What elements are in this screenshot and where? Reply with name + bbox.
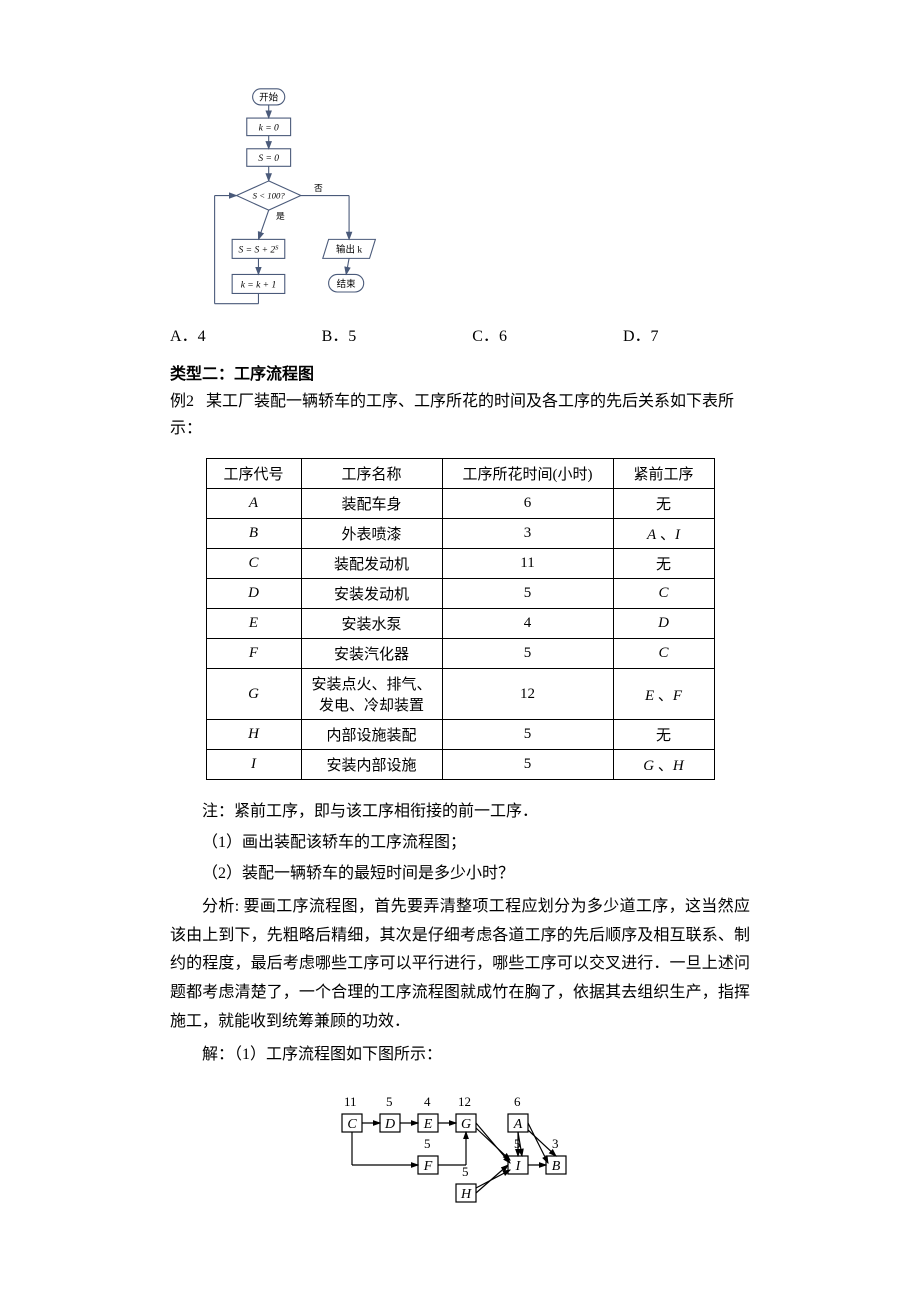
svg-text:是: 是 [276, 211, 285, 221]
table-header: 工序名称 [301, 459, 442, 489]
choice-c: C．6 [472, 322, 507, 346]
svg-text:H: H [460, 1187, 472, 1202]
svg-text:5: 5 [462, 1164, 469, 1179]
table-row: I安装内部设施5G 、H [206, 750, 714, 780]
svg-text:k = 0: k = 0 [259, 124, 279, 134]
svg-text:k = k + 1: k = k + 1 [241, 281, 277, 291]
svg-text:S = 0: S = 0 [258, 154, 279, 164]
table-row: F安装汽化器5C [206, 639, 714, 669]
table-row: A装配车身6无 [206, 489, 714, 519]
table-row: C装配发动机11无 [206, 549, 714, 579]
svg-text:D: D [384, 1117, 395, 1132]
table-header: 紧前工序 [613, 459, 714, 489]
svg-text:F: F [423, 1159, 433, 1174]
svg-text:G: G [461, 1117, 471, 1132]
question-1: （1）画出装配该轿车的工序流程图； [170, 829, 750, 858]
note-text: 注：紧前工序，即与该工序相衔接的前一工序． [170, 798, 750, 827]
svg-text:S = S + 2S: S = S + 2S [239, 244, 280, 255]
algorithm-flowchart: 开始 k = 0 S = 0 S < 100? S = S + 2S k = k + 1 输… [200, 80, 390, 314]
svg-text:6: 6 [514, 1094, 521, 1109]
svg-text:E: E [423, 1117, 433, 1132]
choice-b: B．5 [322, 322, 357, 346]
table-header: 工序代号 [206, 459, 301, 489]
svg-text:开始: 开始 [259, 92, 279, 104]
svg-text:4: 4 [424, 1094, 431, 1109]
choice-d: D．7 [623, 322, 659, 346]
svg-text:否: 否 [314, 183, 323, 193]
svg-text:5: 5 [386, 1094, 393, 1109]
solution-label: 解：（1）工序流程图如下图所示： [170, 1041, 750, 1070]
table-row: E安装水泵4D [206, 609, 714, 639]
table-header: 工序所花时间(小时) [442, 459, 613, 489]
process-flow-diagram: C11D5E4G12A6F5I5B3H5 [330, 1084, 590, 1214]
svg-text:B: B [552, 1159, 561, 1174]
svg-text:5: 5 [424, 1136, 431, 1151]
svg-text:S < 100?: S < 100? [253, 190, 286, 200]
question-2: （2）装配一辆轿车的最短时间是多少小时？ [170, 860, 750, 889]
svg-text:输出 k: 输出 k [336, 244, 362, 256]
choice-a: A．4 [170, 322, 206, 346]
svg-text:A: A [513, 1117, 523, 1132]
svg-text:结束: 结束 [337, 278, 357, 290]
analysis-text: 分析: 要画工序流程图，首先要弄清整项工程应划分为多少道工序，这当然应该由上到下… [170, 893, 750, 1037]
table-row: H内部设施装配5无 [206, 720, 714, 750]
procedure-table: 工序代号工序名称工序所花时间(小时)紧前工序 A装配车身6无B外表喷漆3A 、I… [206, 458, 715, 780]
table-row: D安装发动机5C [206, 579, 714, 609]
table-row: G安装点火、排气、发电、冷却装置12E 、F [206, 669, 714, 720]
answer-choices: A．4 B．5 C．6 D．7 [170, 322, 750, 346]
section-heading: 类型二：工序流程图 [170, 360, 750, 384]
svg-text:3: 3 [552, 1136, 559, 1151]
example-intro: 例2 某工厂装配一辆轿车的工序、工序所花的时间及各工序的先后关系如下表所示： [170, 388, 750, 442]
table-row: B外表喷漆3A 、I [206, 519, 714, 549]
svg-text:11: 11 [344, 1094, 357, 1109]
svg-text:C: C [347, 1117, 357, 1132]
svg-text:12: 12 [458, 1094, 471, 1109]
